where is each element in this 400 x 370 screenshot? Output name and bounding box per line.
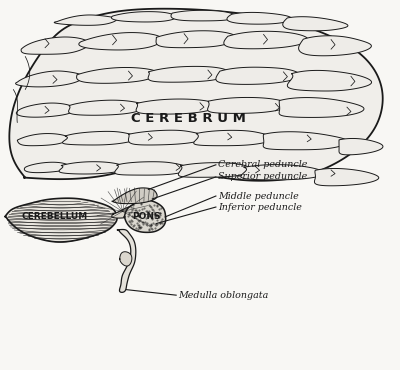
Polygon shape bbox=[178, 163, 252, 177]
Polygon shape bbox=[241, 165, 324, 180]
Text: PONS: PONS bbox=[132, 212, 161, 221]
Polygon shape bbox=[21, 37, 89, 54]
Polygon shape bbox=[77, 67, 157, 83]
Polygon shape bbox=[227, 13, 292, 24]
Polygon shape bbox=[16, 71, 82, 87]
Polygon shape bbox=[59, 162, 125, 174]
Polygon shape bbox=[314, 168, 379, 186]
Polygon shape bbox=[156, 31, 236, 48]
Polygon shape bbox=[120, 252, 132, 266]
Polygon shape bbox=[216, 67, 300, 84]
Text: Superior peduncle: Superior peduncle bbox=[218, 172, 307, 181]
Polygon shape bbox=[136, 99, 216, 114]
Polygon shape bbox=[117, 229, 136, 292]
Polygon shape bbox=[16, 103, 74, 117]
Polygon shape bbox=[283, 17, 348, 31]
Polygon shape bbox=[279, 98, 364, 117]
Polygon shape bbox=[128, 130, 205, 145]
Polygon shape bbox=[224, 31, 308, 49]
Polygon shape bbox=[208, 97, 288, 113]
Polygon shape bbox=[287, 70, 372, 91]
Polygon shape bbox=[5, 198, 117, 242]
Polygon shape bbox=[9, 9, 383, 181]
Polygon shape bbox=[24, 162, 69, 173]
Polygon shape bbox=[124, 200, 166, 232]
Polygon shape bbox=[194, 130, 272, 146]
Text: CEREBELLUM: CEREBELLUM bbox=[22, 212, 88, 221]
Text: Inferior peduncle: Inferior peduncle bbox=[218, 202, 302, 212]
Polygon shape bbox=[299, 36, 371, 56]
Polygon shape bbox=[68, 100, 145, 115]
Text: Middle peduncle: Middle peduncle bbox=[218, 192, 299, 201]
Polygon shape bbox=[339, 138, 383, 155]
Polygon shape bbox=[62, 131, 137, 145]
Polygon shape bbox=[54, 15, 117, 25]
Text: Cerebral peduncle: Cerebral peduncle bbox=[218, 160, 307, 169]
Polygon shape bbox=[263, 132, 348, 150]
Polygon shape bbox=[112, 204, 149, 218]
Polygon shape bbox=[17, 134, 69, 146]
Polygon shape bbox=[115, 162, 189, 175]
Polygon shape bbox=[171, 10, 236, 21]
Text: Medulla oblongata: Medulla oblongata bbox=[178, 291, 268, 300]
Polygon shape bbox=[112, 188, 157, 204]
Polygon shape bbox=[79, 33, 162, 50]
Polygon shape bbox=[112, 11, 176, 22]
Polygon shape bbox=[148, 66, 228, 82]
Text: C E R E B R U M: C E R E B R U M bbox=[131, 112, 246, 125]
